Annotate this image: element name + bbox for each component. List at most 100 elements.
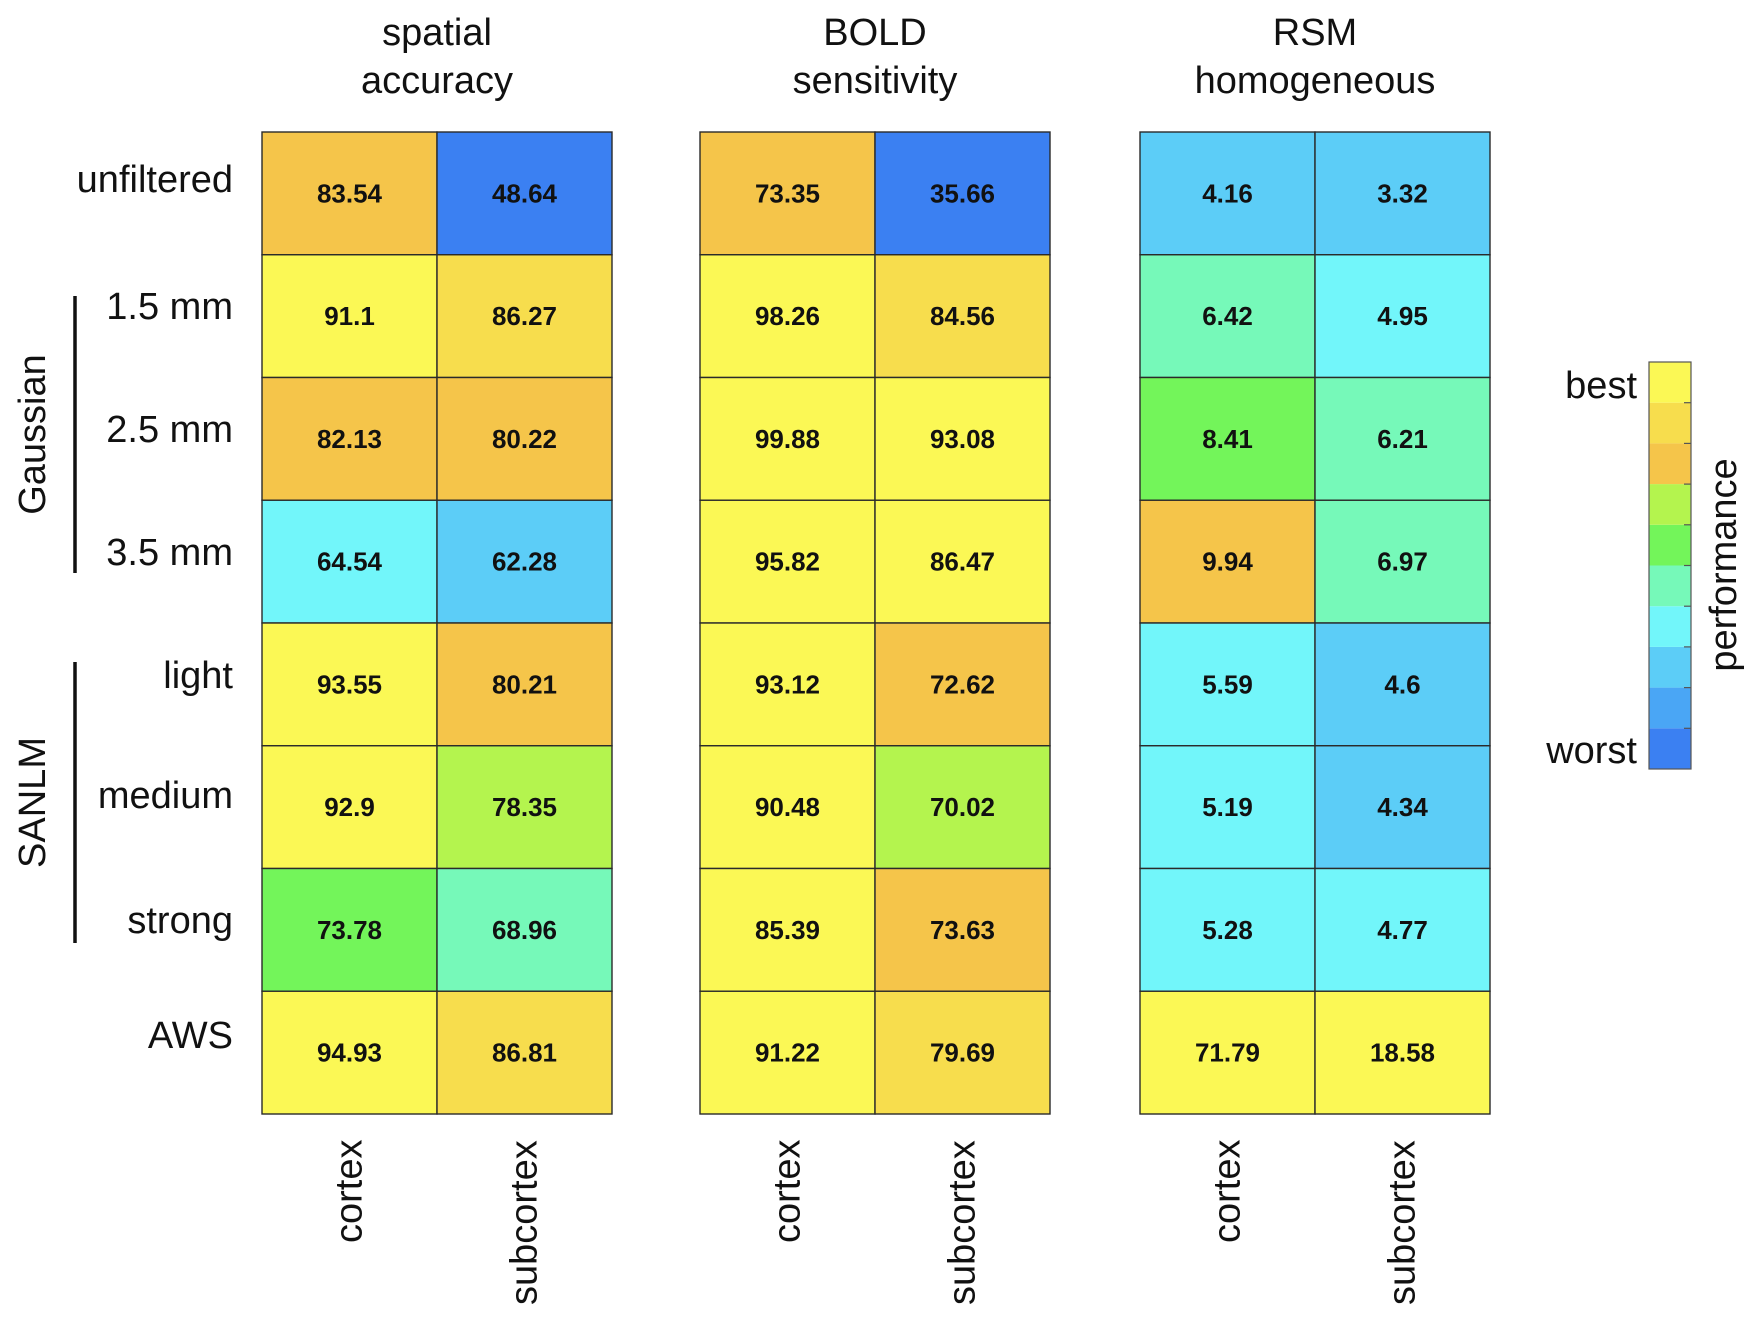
heatmap-cell [1139,376,1316,501]
colorbar-segment [1649,524,1691,566]
heatmap-cell [436,499,613,624]
heatmap-cell [699,867,876,992]
cell-value-label: 8.41 [1202,424,1253,454]
colorbar-segment [1649,362,1691,403]
cell-value-label: 73.78 [317,915,382,945]
panel-title-line: homogeneous [1195,60,1436,102]
heatmap-cell [1314,376,1491,501]
cell-value-label: 4.77 [1377,915,1428,945]
cell-value-label: 91.1 [324,301,375,331]
heatmap-cell [436,622,613,747]
cell-value-label: 93.55 [317,669,382,699]
heatmap-cell [436,990,613,1115]
heatmap-cell [436,376,613,501]
column-label: cortex [1207,1140,1249,1243]
row-label: 1.5 mm [106,286,233,328]
cell-value-label: 5.28 [1202,915,1253,945]
heatmap-cell [436,867,613,992]
heatmap-cell [699,376,876,501]
cell-value-label: 6.42 [1202,301,1253,331]
heatmap-cell [874,254,1051,379]
cell-value-label: 93.08 [930,424,995,454]
row-label: unfiltered [77,159,233,201]
heatmap-cell [436,745,613,870]
cell-value-label: 71.79 [1195,1038,1260,1068]
cell-value-label: 4.16 [1202,178,1253,208]
heatmap-cell [874,622,1051,747]
heatmap-cell [1314,499,1491,624]
heatmap-cell [699,745,876,870]
cell-value-label: 83.54 [317,178,383,208]
cell-value-label: 80.22 [492,424,557,454]
heatmap-cell [261,990,438,1115]
panel-title-line: RSM [1273,12,1357,54]
colorbar-title: performance [1703,458,1745,671]
heatmap-cell [699,254,876,379]
heatmap-cell [261,254,438,379]
cell-value-label: 35.66 [930,178,995,208]
heatmap-cell [261,131,438,256]
row-label: light [163,655,233,697]
panel-title-line: BOLD [823,12,926,54]
cell-value-label: 6.21 [1377,424,1428,454]
cell-value-label: 92.9 [324,792,375,822]
heatmap-cell [874,131,1051,256]
column-label: subcortex [942,1140,984,1305]
heatmap-cell [1139,745,1316,870]
heatmap-cell [699,499,876,624]
column-label: subcortex [504,1140,546,1305]
row-label: AWS [148,1015,233,1057]
panel-title-line: accuracy [361,60,513,102]
heatmap-cell [1314,254,1491,379]
heatmap-cell [874,499,1051,624]
heatmap-cell [874,990,1051,1115]
cell-value-label: 73.63 [930,915,995,945]
heatmap-cell [261,867,438,992]
cell-value-label: 85.39 [755,915,820,945]
row-label: 2.5 mm [106,409,233,451]
cell-value-label: 64.54 [317,547,383,577]
heatmap-cell [1139,867,1316,992]
group-label: Gaussian [12,354,54,515]
cell-value-label: 70.02 [930,792,995,822]
heatmap-cell [1314,990,1491,1115]
cell-value-label: 72.62 [930,669,995,699]
cell-value-label: 18.58 [1370,1038,1435,1068]
cell-value-label: 68.96 [492,915,557,945]
column-label: cortex [767,1140,809,1243]
heatmap-cell [1139,254,1316,379]
cell-value-label: 91.22 [755,1038,820,1068]
heatmap-cell [874,376,1051,501]
heatmap-cell [699,622,876,747]
cell-value-label: 4.34 [1377,792,1428,822]
cell-value-label: 4.6 [1384,669,1420,699]
cell-value-label: 82.13 [317,424,382,454]
heatmap-cell [1314,622,1491,747]
heatmap-cell [874,867,1051,992]
panel-title-line: sensitivity [793,60,958,102]
heatmap-cell [699,990,876,1115]
cell-value-label: 86.47 [930,547,995,577]
heatmap-cell [436,254,613,379]
colorbar-best-label: best [1565,365,1637,407]
cell-value-label: 62.28 [492,547,557,577]
cell-value-label: 98.26 [755,301,820,331]
cell-value-label: 3.32 [1377,178,1428,208]
cell-value-label: 86.27 [492,301,557,331]
colorbar-segment [1649,606,1691,647]
cell-value-label: 84.56 [930,301,995,331]
heatmap-cell [1139,990,1316,1115]
cell-value-label: 48.64 [492,178,558,208]
column-label: cortex [329,1140,371,1243]
colorbar-segment [1649,443,1691,485]
heatmap-cell [1139,499,1316,624]
heatmap-cell [1314,867,1491,992]
heatmap-cell [1314,745,1491,870]
group-label: SANLM [12,737,54,868]
colorbar-segment [1649,484,1691,525]
heatmap-cell [261,376,438,501]
cell-value-label: 93.12 [755,669,820,699]
cell-value-label: 9.94 [1202,547,1253,577]
